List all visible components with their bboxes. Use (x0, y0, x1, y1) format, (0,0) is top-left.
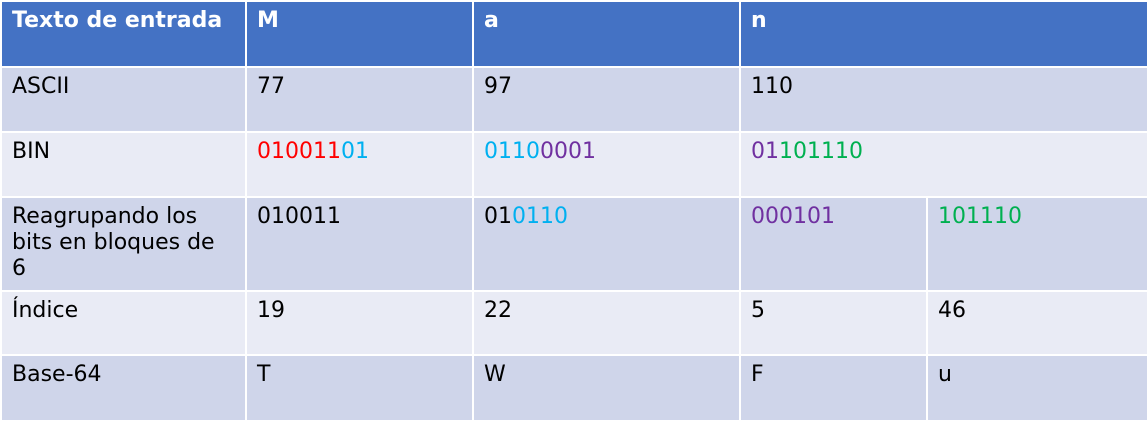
table-cell: 010110 (472, 196, 741, 292)
row-label: ASCII (0, 66, 247, 133)
header-cell: a (472, 0, 741, 68)
header-cell: n (738, 0, 1147, 68)
table-cell: 22 (472, 290, 741, 356)
bit-segment: 0110 (512, 204, 568, 229)
table-cell: 101110 (925, 196, 1147, 292)
table-cell: 01100001 (472, 131, 741, 198)
table-cell: 77 (245, 66, 474, 133)
table-body: ASCII 77 97 110 BIN 01001101 01100001 01101110 R… (0, 66, 1147, 422)
row-label: Base-64 (0, 354, 247, 422)
table-cell: u (925, 354, 1147, 422)
table-cell: T (245, 354, 474, 422)
bit-segment: 010011 (257, 139, 341, 164)
table-row: ASCII 77 97 110 (0, 66, 1147, 133)
bit-segment: 101110 (779, 139, 863, 164)
table-cell: 46 (925, 290, 1147, 356)
bit-segment: 01 (751, 139, 779, 164)
bit-segment: 0110 (484, 139, 540, 164)
table-row: Reagrupando los bits en bloques de 6 0100… (0, 196, 1147, 292)
header-cell: Texto de entrada (0, 0, 247, 68)
row-label: Reagrupando los bits en bloques de 6 (0, 196, 247, 292)
table-cell: 110 (738, 66, 1147, 133)
bit-segment: 010011 (257, 204, 341, 229)
bit-segment: 01 (484, 204, 512, 229)
bit-segment: 0001 (540, 139, 596, 164)
table-cell: 000101 (739, 196, 928, 292)
bit-segment: 000101 (751, 204, 835, 229)
table-cell: W (472, 354, 741, 422)
table-cell: F (739, 354, 928, 422)
table-cell: 5 (739, 290, 928, 356)
table-cell: 01001101 (245, 131, 474, 198)
table-cell: 97 (472, 66, 741, 133)
bit-segment: 01 (340, 139, 369, 164)
header-cell: M (245, 0, 474, 68)
table-cell: 010011 (245, 196, 474, 292)
table-row: BIN 01001101 01100001 01101110 (0, 131, 1147, 198)
row-label: Índice (0, 290, 247, 356)
table-row: Índice 19 22 5 46 (0, 290, 1147, 356)
table-cell: 19 (245, 290, 474, 356)
bit-segment: 101110 (938, 204, 1022, 229)
row-label: BIN (0, 131, 247, 198)
table-cell: 01101110 (738, 131, 1147, 198)
